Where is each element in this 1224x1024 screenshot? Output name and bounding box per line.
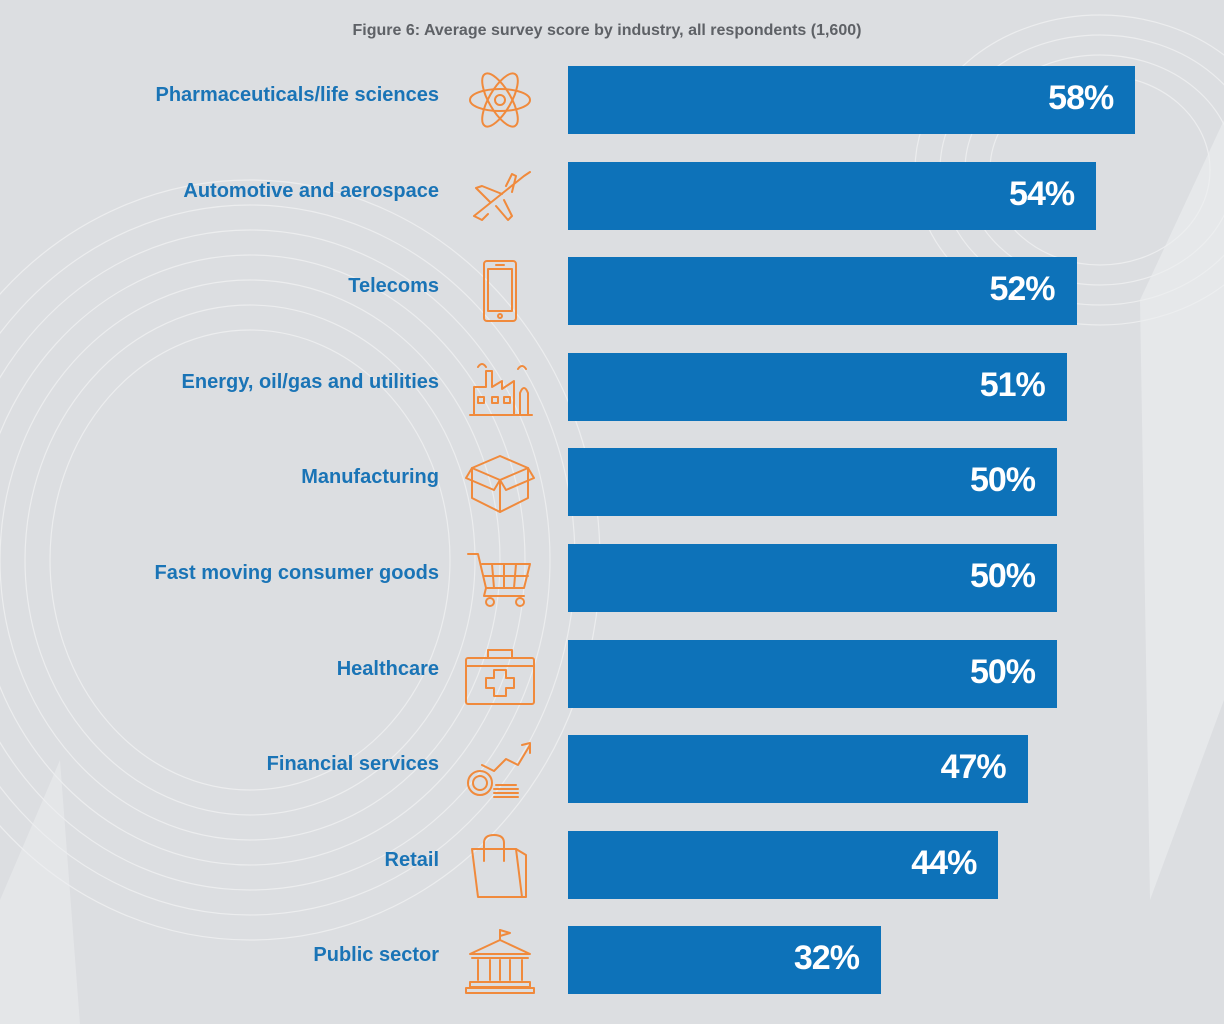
bar: 47% bbox=[568, 735, 1028, 804]
airplane-icon bbox=[473, 170, 531, 221]
bar-row: Fast moving consumer goods 50% bbox=[0, 544, 1224, 612]
smartphone-icon bbox=[483, 260, 517, 323]
bar-row: Manufacturing 50% bbox=[0, 448, 1224, 517]
bar: 52% bbox=[568, 257, 1077, 326]
category-label: Pharmaceuticals/life sciences bbox=[155, 84, 440, 106]
category-label: Automotive and aerospace bbox=[183, 179, 439, 202]
bar: 58% bbox=[568, 66, 1136, 134]
bar: 50% bbox=[568, 448, 1057, 517]
data-label: 58% bbox=[1048, 79, 1114, 117]
bar-row: Telecoms 52% bbox=[0, 257, 1224, 326]
data-label: 47% bbox=[940, 748, 1007, 787]
data-label: 50% bbox=[969, 461, 1036, 500]
government-building-icon bbox=[465, 929, 535, 995]
shopping-cart-icon bbox=[467, 553, 531, 607]
data-label: 54% bbox=[1009, 174, 1075, 213]
bar-row: Automotive and aerospace 54% bbox=[0, 161, 1224, 230]
bar-row: Financial services 47% bbox=[0, 735, 1224, 804]
category-label: Energy, oil/gas and utilities bbox=[181, 370, 439, 393]
category-label: Retail bbox=[384, 848, 439, 871]
coins-growth-icon bbox=[467, 742, 531, 799]
data-label: 50% bbox=[969, 652, 1036, 691]
data-label: 32% bbox=[793, 939, 860, 978]
bar: 50% bbox=[568, 639, 1057, 708]
category-label: Telecoms bbox=[348, 275, 439, 298]
bar: 44% bbox=[568, 830, 999, 899]
category-label: Healthcare bbox=[336, 657, 439, 680]
data-label: 52% bbox=[989, 270, 1055, 309]
bar: 51% bbox=[568, 352, 1067, 421]
box-icon bbox=[465, 455, 535, 514]
bar: 54% bbox=[568, 161, 1097, 230]
category-label: Financial services bbox=[266, 753, 439, 776]
category-label: Manufacturing bbox=[301, 466, 439, 489]
chart-title: Figure 6: Average survey score by indust… bbox=[352, 22, 862, 39]
bar-row: Healthcare 50% bbox=[0, 639, 1224, 708]
bar: 50% bbox=[568, 544, 1057, 612]
factory-icon bbox=[469, 362, 533, 416]
data-label: 51% bbox=[979, 365, 1046, 404]
atom-icon bbox=[469, 72, 531, 128]
shopping-bag-icon bbox=[471, 833, 527, 898]
bar-row: Pharmaceuticals/life sciences 58% bbox=[0, 66, 1224, 134]
bar-row: Retail 44% bbox=[0, 830, 1224, 899]
bar: 32% bbox=[568, 926, 881, 995]
category-label: Public sector bbox=[313, 944, 439, 967]
data-label: 50% bbox=[969, 557, 1036, 595]
data-label: 44% bbox=[911, 843, 977, 882]
category-label: Fast moving consumer goods bbox=[154, 562, 439, 584]
bar-row: Energy, oil/gas and utilities 51% bbox=[0, 352, 1224, 421]
bar-row: Public sector 32% bbox=[0, 926, 1224, 995]
medical-kit-icon bbox=[465, 648, 535, 705]
